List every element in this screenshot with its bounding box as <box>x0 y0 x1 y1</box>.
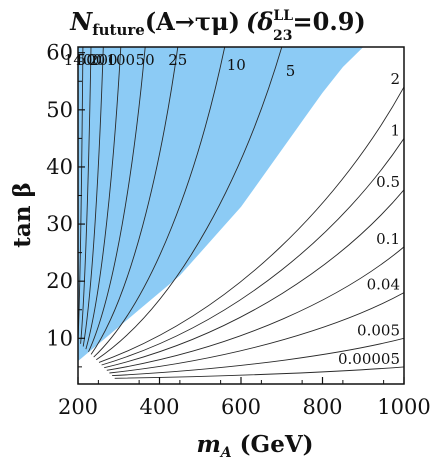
x-tick-label-400: 400 <box>139 395 179 419</box>
contour-line-10 <box>93 47 226 358</box>
contour-line-0.5 <box>104 189 404 369</box>
contour-label-5: 5 <box>286 62 296 80</box>
contour-label-500: 500 <box>77 51 106 69</box>
contour-label-0.5: 0.5 <box>376 173 400 191</box>
contour-label-25: 25 <box>168 51 187 69</box>
y-tick-label-50: 50 <box>46 98 73 122</box>
x-tick-label-800: 800 <box>302 395 342 419</box>
contour-label-2: 2 <box>390 70 400 88</box>
contour-label-100: 100 <box>106 51 135 69</box>
contour-label-10: 10 <box>227 56 246 74</box>
y-axis-label: tan β <box>9 182 36 248</box>
shaded-region <box>78 47 364 362</box>
contour-line-2 <box>98 86 404 363</box>
contour-label-0.1: 0.1 <box>376 230 400 248</box>
contour-line-0.00005 <box>114 366 404 379</box>
allowed-region-fill <box>78 47 364 362</box>
y-tick-label-20: 20 <box>46 269 73 293</box>
y-tick-label-10: 10 <box>46 326 73 350</box>
y-axis-ticks: 10 20 30 40 50 60 <box>46 41 85 368</box>
contour-line-0.005 <box>112 337 404 377</box>
y-tick-label-30: 30 <box>46 212 73 236</box>
contour-label-0.04: 0.04 <box>367 276 400 294</box>
y-tick-label-60: 60 <box>46 41 73 65</box>
contour-lines <box>78 47 404 379</box>
x-axis-label: mA (GeV) <box>196 431 313 461</box>
contour-line-1 <box>101 138 404 366</box>
contour-label-0.00005: 0.00005 <box>338 350 400 368</box>
contour-label-0.005: 0.005 <box>357 321 400 339</box>
contour-line-1400 <box>78 47 84 342</box>
contour-line-0.04 <box>109 292 404 374</box>
contour-line-100 <box>85 47 122 350</box>
contour-line-50 <box>88 47 146 352</box>
contour-line-5 <box>96 47 283 361</box>
x-tick-label-600: 600 <box>221 395 261 419</box>
x-tick-label-200: 200 <box>58 395 98 419</box>
chart-title: Nfuture(A→τμ) (δLL 23=0.9) <box>69 7 366 44</box>
contour-label-50: 50 <box>136 51 155 69</box>
contour-line-0.1 <box>106 246 404 371</box>
contour-label-1: 1 <box>390 121 400 139</box>
contour-line-25 <box>90 47 179 355</box>
y-tick-label-40: 40 <box>46 155 73 179</box>
contour-line-200 <box>82 47 104 347</box>
contour-label-200: 200 <box>89 51 118 69</box>
contour-label-1400: 1400 <box>64 51 102 69</box>
x-axis-ticks: 200 400 600 800 1000 <box>58 377 431 419</box>
contour-line-500 <box>80 47 92 344</box>
x-tick-label-1000: 1000 <box>377 395 430 419</box>
